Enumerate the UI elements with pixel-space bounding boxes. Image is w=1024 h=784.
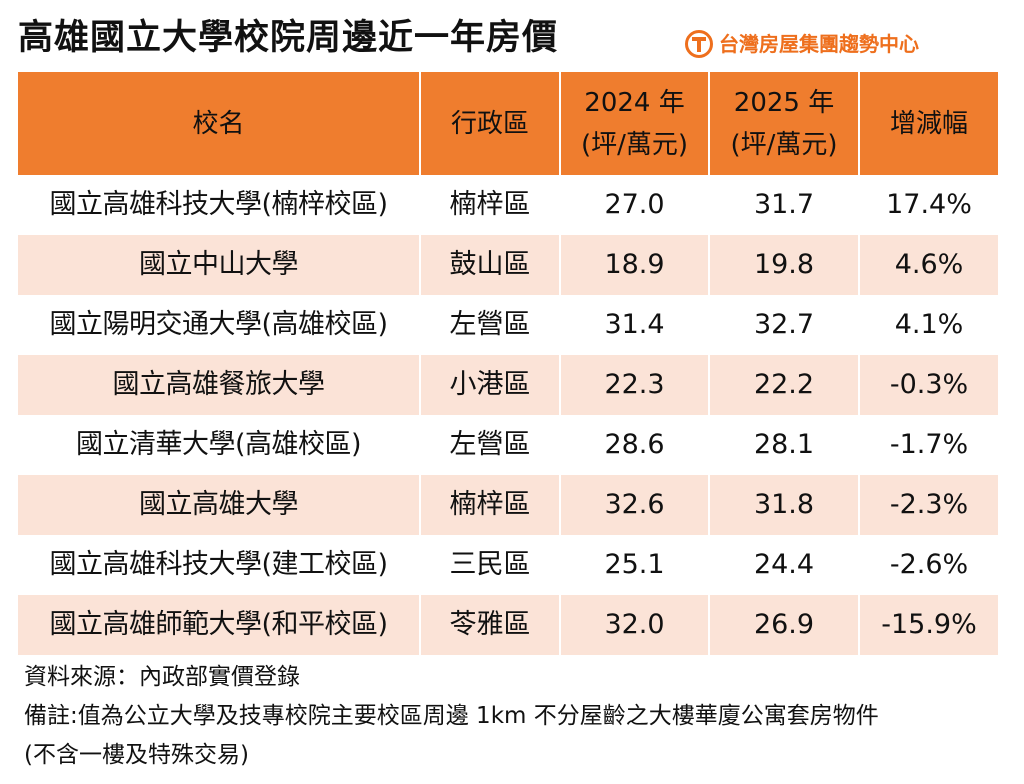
price-2024-cell: 18.9: [560, 235, 710, 295]
column-header-change-rate: 增減幅: [859, 72, 998, 175]
price-2025-cell: 32.7: [709, 295, 860, 355]
brand-name: 台灣房屋集團趨勢中心: [719, 32, 919, 56]
school-name-cell: 國立陽明交通大學(高雄校區): [18, 295, 421, 355]
school-name-cell: 國立高雄科技大學(建工校區): [18, 535, 421, 595]
school-name-cell: 國立高雄餐旅大學: [18, 355, 421, 415]
remark-note-line-1: 備註:值為公立大學及技專校院主要校區周邊 1km 不分屋齡之大樓華廈公寓套房物件: [24, 703, 879, 729]
page-title: 高雄國立大學校院周邊近一年房價: [18, 18, 559, 58]
school-name-cell: 國立高雄師範大學(和平校區): [18, 595, 421, 655]
price-2025-cell: 28.1: [709, 415, 860, 475]
table-body: 國立高雄科技大學(楠梓校區) 楠梓區 27.0 31.7 17.4% 國立中山大…: [18, 175, 998, 655]
change-rate-cell: 4.1%: [859, 295, 998, 355]
table-row: 國立清華大學(高雄校區) 左營區 28.6 28.1 -1.7%: [18, 415, 998, 475]
price-2024-cell: 32.6: [560, 475, 710, 535]
price-2024-cell: 27.0: [560, 175, 710, 235]
school-name-cell: 國立清華大學(高雄校區): [18, 415, 421, 475]
title-divider: [18, 68, 998, 70]
price-2025-cell: 22.2: [709, 355, 860, 415]
price-2025-cell: 19.8: [709, 235, 860, 295]
table-row: 國立高雄科技大學(楠梓校區) 楠梓區 27.0 31.7 17.4%: [18, 175, 998, 235]
district-cell: 苓雅區: [420, 595, 561, 655]
price-2024-cell: 22.3: [560, 355, 710, 415]
table-row: 國立高雄科技大學(建工校區) 三民區 25.1 24.4 -2.6%: [18, 535, 998, 595]
district-cell: 小港區: [420, 355, 561, 415]
header-row: 校名 行政區 2024 年 (坪/萬元) 2025 年 (坪/萬元) 增減幅: [18, 72, 998, 175]
district-cell: 楠梓區: [420, 175, 561, 235]
remark-note-line-2: (不含一樓及特殊交易): [24, 742, 249, 768]
price-2024-cell: 31.4: [560, 295, 710, 355]
taiwan-realty-logo-icon: [685, 30, 713, 58]
district-cell: 楠梓區: [420, 475, 561, 535]
table-row: 國立高雄大學 楠梓區 32.6 31.8 -2.3%: [18, 475, 998, 535]
price-2024-cell: 28.6: [560, 415, 710, 475]
price-2024-cell: 32.0: [560, 595, 710, 655]
school-name-cell: 國立中山大學: [18, 235, 421, 295]
district-cell: 三民區: [420, 535, 561, 595]
change-rate-cell: -15.9%: [859, 595, 998, 655]
school-name-cell: 國立高雄大學: [18, 475, 421, 535]
table-row: 國立中山大學 鼓山區 18.9 19.8 4.6%: [18, 235, 998, 295]
change-rate-cell: -2.6%: [859, 535, 998, 595]
change-rate-cell: -0.3%: [859, 355, 998, 415]
price-2025-cell: 31.7: [709, 175, 860, 235]
table-header: 校名 行政區 2024 年 (坪/萬元) 2025 年 (坪/萬元) 增減幅: [18, 72, 998, 175]
price-2024-cell: 25.1: [560, 535, 710, 595]
table-row: 國立陽明交通大學(高雄校區) 左營區 31.4 32.7 4.1%: [18, 295, 998, 355]
price-2025-cell: 31.8: [709, 475, 860, 535]
district-cell: 鼓山區: [420, 235, 561, 295]
column-header-district: 行政區: [420, 72, 561, 175]
school-name-cell: 國立高雄科技大學(楠梓校區): [18, 175, 421, 235]
district-cell: 左營區: [420, 415, 561, 475]
change-rate-cell: 17.4%: [859, 175, 998, 235]
price-2025-cell: 24.4: [709, 535, 860, 595]
change-rate-cell: -2.3%: [859, 475, 998, 535]
price-2025-cell: 26.9: [709, 595, 860, 655]
column-header-school: 校名: [18, 72, 421, 175]
change-rate-cell: 4.6%: [859, 235, 998, 295]
column-header-2024-price: 2024 年 (坪/萬元): [560, 72, 710, 175]
house-price-table: 校名 行政區 2024 年 (坪/萬元) 2025 年 (坪/萬元) 增減幅 國…: [18, 72, 998, 655]
column-header-2025-price: 2025 年 (坪/萬元): [709, 72, 860, 175]
district-cell: 左營區: [420, 295, 561, 355]
table-row: 國立高雄餐旅大學 小港區 22.3 22.2 -0.3%: [18, 355, 998, 415]
source-notes: 資料來源：內政部實價登錄 備註:值為公立大學及技專校院主要校區周邊 1km 不分…: [24, 658, 1009, 775]
change-rate-cell: -1.7%: [859, 415, 998, 475]
table-row: 國立高雄師範大學(和平校區) 苓雅區 32.0 26.9 -15.9%: [18, 595, 998, 655]
brand-mark: 台灣房屋集團趨勢中心: [684, 24, 919, 64]
data-source-note: 資料來源：內政部實價登錄: [24, 664, 300, 690]
